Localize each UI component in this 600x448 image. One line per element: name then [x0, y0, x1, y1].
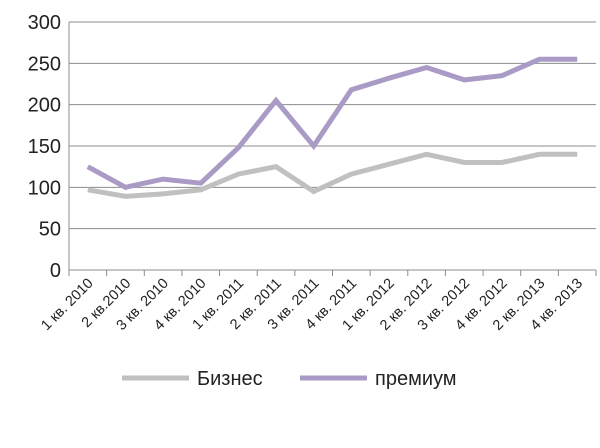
y-tick-label: 250	[28, 53, 61, 75]
legend: Бизнес премиум	[122, 368, 457, 390]
y-tick-label: 200	[28, 95, 61, 117]
axes	[68, 22, 597, 276]
series-line-1	[86, 56, 578, 190]
series-lines	[86, 56, 578, 199]
y-tick-label: 0	[50, 260, 61, 282]
legend-label: Бизнес	[197, 368, 263, 390]
legend-label: премиум	[375, 368, 457, 390]
y-tick-label: 150	[28, 136, 61, 158]
y-tick-label: 50	[39, 219, 61, 241]
series-line-0	[87, 151, 578, 199]
y-tick-label: 100	[28, 177, 61, 199]
y-tick-labels: 0 50 100 150 200 250 300	[28, 12, 61, 282]
y-tick-label: 300	[28, 12, 61, 34]
grid-lines	[69, 21, 596, 230]
